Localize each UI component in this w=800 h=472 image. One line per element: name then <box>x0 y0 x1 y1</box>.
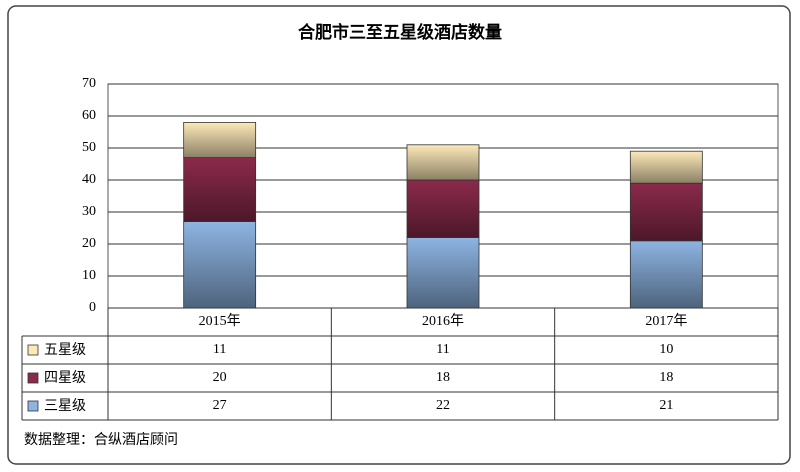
bar-shade <box>183 157 257 223</box>
bar-shade <box>629 150 703 184</box>
table-value: 18 <box>436 370 450 385</box>
y-tick-label: 60 <box>82 108 96 123</box>
bar-shade <box>629 182 703 242</box>
x-tick-label: 2016年 <box>422 313 464 329</box>
bar-shade <box>183 221 257 309</box>
y-tick-label: 70 <box>82 76 96 91</box>
bar-shade <box>406 237 480 309</box>
bar-shade <box>406 179 480 238</box>
table-value: 21 <box>659 398 673 413</box>
legend-label: 四星级 <box>44 370 86 386</box>
table-value: 20 <box>213 370 227 385</box>
y-tick-label: 0 <box>89 300 96 315</box>
legend-swatch <box>27 400 39 412</box>
x-tick-label: 2015年 <box>199 313 241 329</box>
x-tick-label: 2017年 <box>645 313 687 329</box>
legend-label: 五星级 <box>44 342 86 358</box>
legend-swatch <box>27 344 39 356</box>
y-tick-label: 10 <box>82 268 96 283</box>
legend-label: 三星级 <box>44 398 86 414</box>
bar-shade <box>406 144 480 181</box>
y-tick-label: 20 <box>82 236 96 251</box>
table-value: 22 <box>436 398 450 413</box>
table-value: 27 <box>213 398 227 413</box>
bar-shade <box>629 240 703 309</box>
table-value: 10 <box>659 342 673 357</box>
y-tick-label: 40 <box>82 172 96 187</box>
table-value: 11 <box>436 342 449 357</box>
table-value: 18 <box>659 370 673 385</box>
legend-swatch <box>27 372 39 384</box>
table-value: 11 <box>213 342 226 357</box>
note: 数据整理：合纵酒店顾问 <box>24 432 178 448</box>
y-tick-label: 30 <box>82 204 96 219</box>
y-tick-label: 50 <box>82 140 96 155</box>
bar-shade <box>183 122 257 159</box>
chart-title: 合肥市三至五星级酒店数量 <box>298 22 502 43</box>
